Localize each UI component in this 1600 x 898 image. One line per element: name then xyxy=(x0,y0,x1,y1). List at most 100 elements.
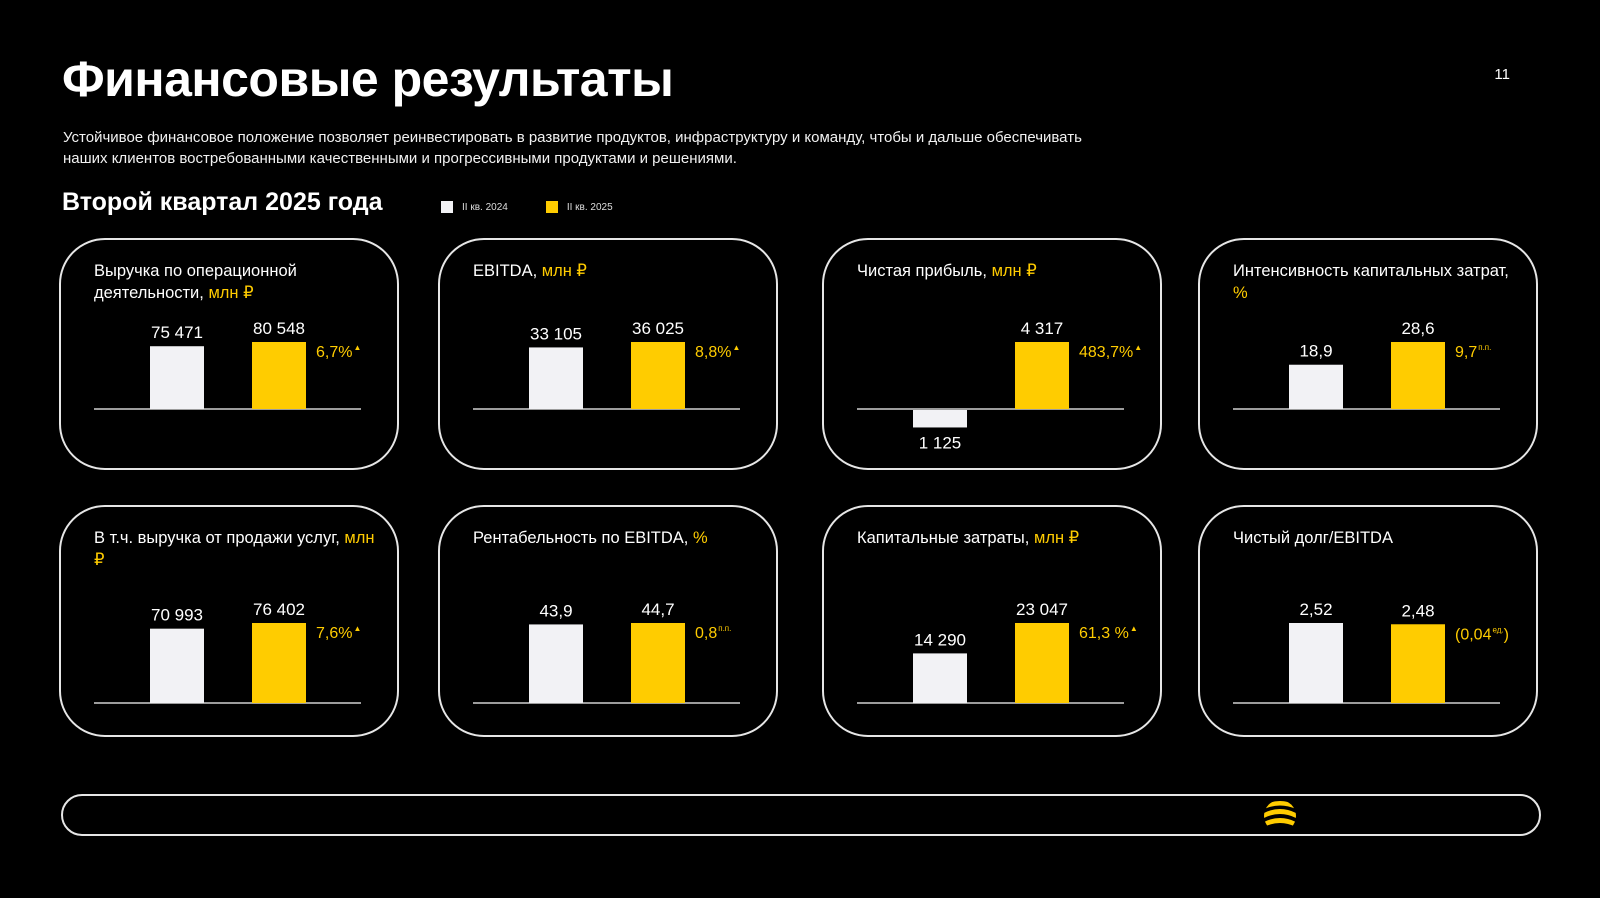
change-value: 61,3 % xyxy=(1079,625,1129,642)
value-label-curr: 23 047 xyxy=(1016,600,1068,619)
change-value: 9,7 xyxy=(1455,344,1477,361)
change-value: 483,7% xyxy=(1079,344,1133,361)
bar-chart: 1 125 4 317 483,7%▲ xyxy=(857,319,1142,452)
card-label-text: Чистый долг/EBITDA xyxy=(1233,529,1393,547)
value-label-prev: 2,52 xyxy=(1299,600,1332,619)
bar-chart: 18,9 28,6 9,7п.п. xyxy=(1233,319,1500,410)
section-title: Второй квартал 2025 года xyxy=(62,188,383,216)
legend-swatch-prev xyxy=(441,201,453,213)
value-label-curr: 76 402 xyxy=(253,600,305,619)
value-label-prev: 33 105 xyxy=(530,324,582,343)
value-label-prev: 14 290 xyxy=(914,630,966,649)
bar-prev xyxy=(1289,364,1343,409)
change-label: 61,3 %▲ xyxy=(1079,624,1138,642)
card-label-text: EBITDA, xyxy=(473,262,542,280)
change-label: (0,04ед.) xyxy=(1455,625,1509,643)
card-label-unit: млн ₽ xyxy=(1033,529,1080,547)
change-label: 8,8%▲ xyxy=(695,343,740,361)
bar-chart: 2,52 2,48 (0,04ед.) xyxy=(1233,600,1509,704)
change-close: ) xyxy=(1504,626,1509,643)
bar-curr xyxy=(1391,624,1445,703)
legend-label-curr: II кв. 2025 xyxy=(566,201,613,213)
card-ebitda-margin: Рентабельность по EBITDA, % 43,9 44,7 0,8п… xyxy=(438,505,778,737)
card-label-unit: млн ₽ xyxy=(541,262,587,280)
value-label-curr: 36 025 xyxy=(632,319,684,338)
change-label: 0,8п.п. xyxy=(695,624,731,642)
bar-prev xyxy=(529,347,583,409)
card-label-text: Выручка по операционной деятельности, xyxy=(94,262,297,302)
bar-curr xyxy=(252,342,306,409)
legend-item-prev: II кв. 2024 xyxy=(441,201,508,213)
bar-curr xyxy=(252,623,306,703)
value-label-prev: 70 993 xyxy=(151,606,203,625)
value-label-curr: 2,48 xyxy=(1401,601,1434,620)
change-value: 6,7% xyxy=(316,344,352,361)
change-value: 8,8% xyxy=(695,344,731,361)
bar-prev xyxy=(913,410,967,428)
bar-chart: 14 290 23 047 61,3 %▲ xyxy=(857,600,1138,704)
card-label-unit: % xyxy=(1233,284,1248,302)
bar-curr xyxy=(631,342,685,409)
card-label-unit: млн ₽ xyxy=(208,284,254,302)
value-label-prev: 43,9 xyxy=(539,601,572,620)
bar-chart: 43,9 44,7 0,8п.п. xyxy=(473,600,740,704)
change-value: 7,6% xyxy=(316,625,352,642)
change-label: 6,7%▲ xyxy=(316,343,361,361)
card-label-unit: млн ₽ xyxy=(94,529,375,569)
footer-bar xyxy=(61,794,1541,836)
legend-item-curr: II кв. 2025 xyxy=(545,201,613,213)
value-label-curr: 44,7 xyxy=(641,600,674,619)
legend-label-prev: II кв. 2024 xyxy=(462,201,508,213)
change-suffix: ▲ xyxy=(1130,624,1138,633)
bar-prev xyxy=(1289,623,1343,703)
card-label-text: Рентабельность по EBITDA, xyxy=(473,529,693,547)
card-net-profit: Чистая прибыль, млн ₽ 1 125 4 317 483,7%▲ xyxy=(822,238,1162,470)
value-label-curr: 28,6 xyxy=(1401,319,1434,338)
bar-prev xyxy=(913,653,967,703)
card-service-revenue: В т.ч. выручка от продажи услуг, млн ₽ 7… xyxy=(59,505,399,737)
bar-curr xyxy=(1015,623,1069,703)
legend-swatch-curr xyxy=(545,201,558,213)
card-label: Рентабельность по EBITDA, % xyxy=(473,527,763,549)
bar-curr xyxy=(631,623,685,703)
value-label-prev: 18,9 xyxy=(1299,342,1332,361)
card-label: В т.ч. выручка от продажи услуг, млн ₽ xyxy=(94,527,384,571)
card-label-text: Капитальные затраты, xyxy=(857,529,1034,547)
card-capex: Капитальные затраты, млн ₽ 14 290 23 047 6… xyxy=(822,505,1162,737)
value-label-prev: 1 125 xyxy=(919,433,962,452)
card-capex-intensity: Интенсивность капитальных затрат, % 18,9… xyxy=(1198,238,1538,470)
change-suffix: ▲ xyxy=(732,343,740,352)
card-label: Капитальные затраты, млн ₽ xyxy=(857,527,1147,549)
change-value: (0,04 xyxy=(1455,626,1492,643)
value-label-curr: 80 548 xyxy=(253,319,305,338)
card-label-unit: млн ₽ xyxy=(991,262,1037,280)
beeline-logo-icon xyxy=(1264,800,1296,832)
bar-curr xyxy=(1015,342,1069,409)
change-suffix: ед. xyxy=(1492,625,1503,634)
change-suffix: п.п. xyxy=(1478,343,1491,352)
card-label-text: Чистая прибыль, xyxy=(857,262,992,280)
card-label: Выручка по операционной деятельности, мл… xyxy=(94,260,384,304)
bar-chart: 75 471 80 548 6,7%▲ xyxy=(94,319,361,410)
card-label: EBITDA, млн ₽ xyxy=(473,260,763,282)
card-label-unit: % xyxy=(692,529,708,547)
bar-prev xyxy=(150,628,204,703)
change-value: 0,8 xyxy=(695,625,717,642)
card-revenue: Выручка по операционной деятельности, мл… xyxy=(59,238,399,470)
card-label-text: В т.ч. выручка от продажи услуг, xyxy=(94,529,345,547)
card-net-debt-ebitda: Чистый долг/EBITDA 2,52 2,48 (0,04ед.) xyxy=(1198,505,1538,737)
bar-prev xyxy=(150,346,204,409)
card-label: Чистый долг/EBITDA xyxy=(1233,527,1523,549)
change-suffix: ▲ xyxy=(353,624,361,633)
legend: II кв. 2024 II кв. 2025 xyxy=(441,201,651,213)
bar-curr xyxy=(1391,342,1445,409)
change-suffix: ▲ xyxy=(353,343,361,352)
bar-chart: 70 993 76 402 7,6%▲ xyxy=(94,600,361,704)
card-ebitda: EBITDA, млн ₽ 33 105 36 025 8,8%▲ xyxy=(438,238,778,470)
change-suffix: ▲ xyxy=(1134,343,1142,352)
change-label: 9,7п.п. xyxy=(1455,343,1491,361)
bar-prev xyxy=(529,624,583,703)
bar-chart: 33 105 36 025 8,8%▲ xyxy=(473,319,740,410)
card-label-text: Интенсивность капитальных затрат, xyxy=(1233,262,1509,280)
page-subtitle: Устойчивое финансовое положение позволяе… xyxy=(63,129,1082,167)
